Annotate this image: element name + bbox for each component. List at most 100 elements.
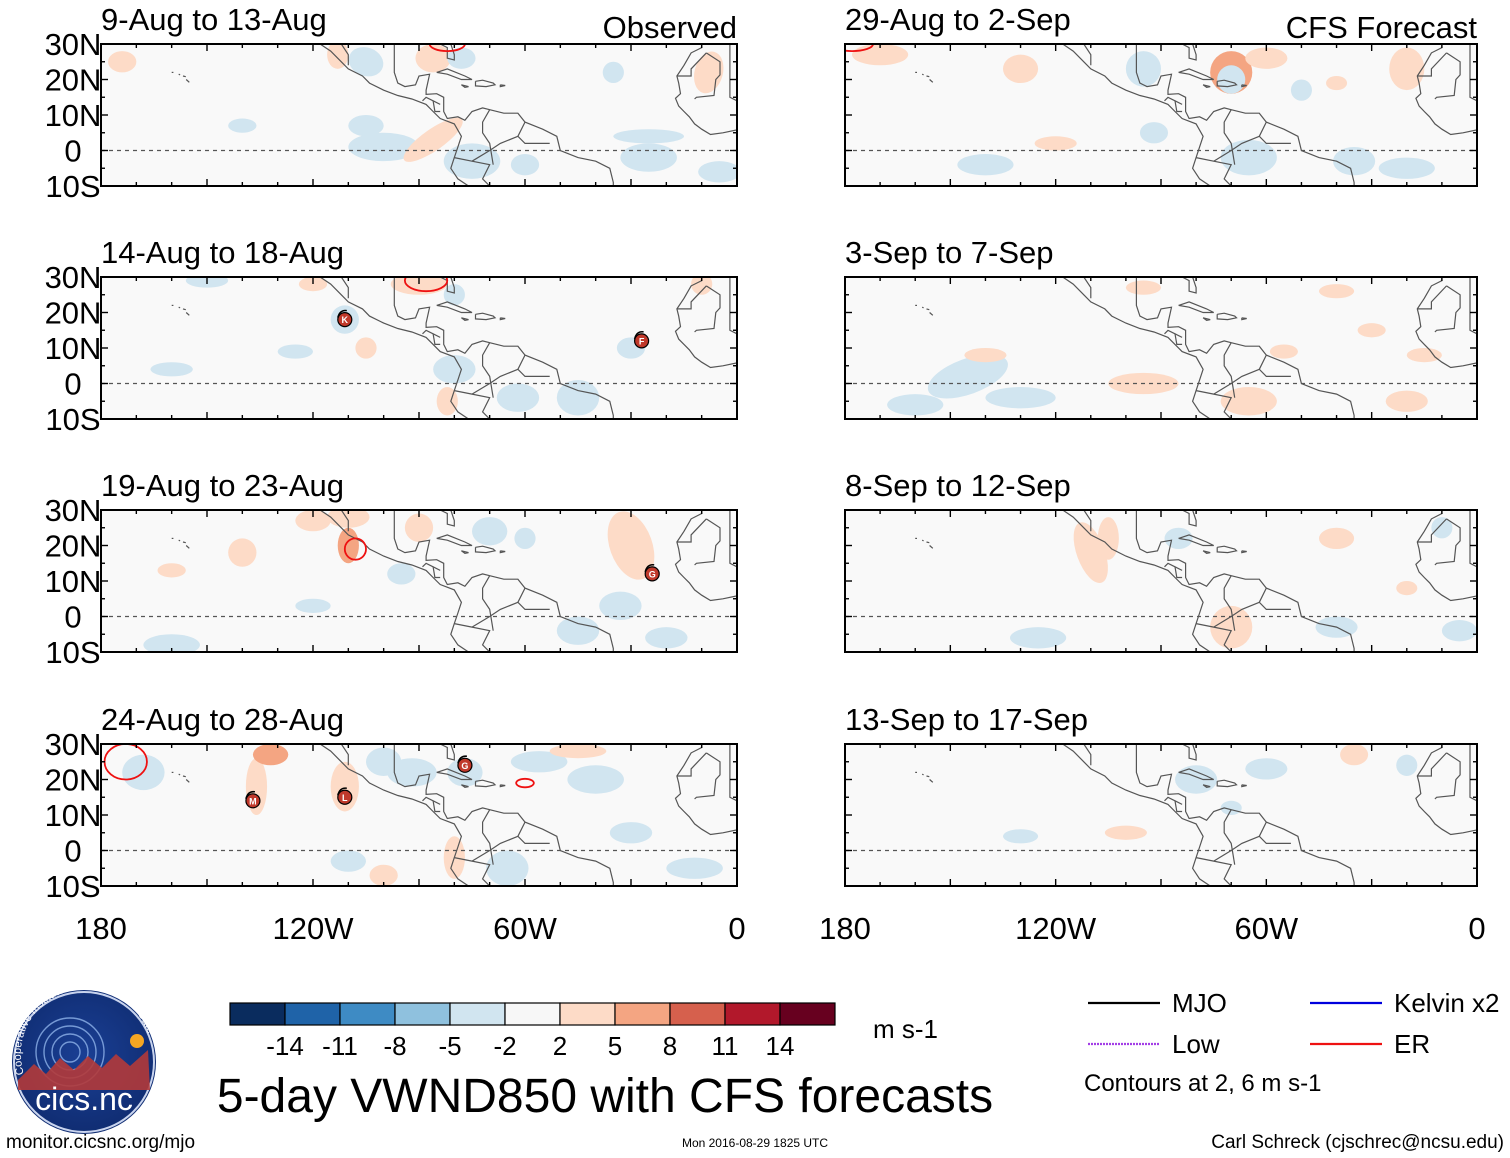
- colorbar-tick-label: 5: [608, 1031, 622, 1061]
- coastline: [694, 518, 721, 566]
- coastline: [1164, 96, 1183, 105]
- anomaly-cell: [298, 277, 328, 292]
- legend-item: Low: [1088, 1029, 1220, 1059]
- anomaly-cell: [1245, 47, 1288, 69]
- anomaly-cell: [348, 132, 419, 162]
- coastline: [454, 390, 491, 419]
- coastline: [1469, 510, 1477, 568]
- anomaly-cell: [1396, 581, 1418, 596]
- coastline: [926, 308, 930, 311]
- anomaly-cell: [666, 857, 723, 879]
- svg-text:K: K: [342, 315, 349, 325]
- y-tick-label: 10S: [45, 169, 100, 204]
- colorbar-swatch: [339, 1002, 396, 1026]
- colorbar-swatch: [669, 1002, 726, 1026]
- svg-text:G: G: [649, 569, 656, 579]
- coastline: [674, 510, 737, 602]
- legend-label: ER: [1394, 1029, 1430, 1059]
- anomaly-cell: [337, 527, 359, 564]
- colorbar-units: m s-1: [873, 1014, 938, 1044]
- anomaly-cell: [369, 864, 398, 886]
- source-url: monitor.cicsnc.org/mjo: [6, 1132, 195, 1153]
- coastline: [1241, 317, 1247, 321]
- coastline: [499, 317, 506, 321]
- coastline: [1083, 744, 1092, 766]
- coastline: [1434, 752, 1461, 800]
- legend-item: Kelvin x2: [1310, 988, 1500, 1018]
- coastline: [185, 779, 190, 783]
- legend-item: MJO: [1088, 988, 1227, 1018]
- anomaly-cell: [327, 44, 349, 69]
- coastline: [499, 84, 506, 88]
- coastline: [1216, 312, 1238, 321]
- anomaly-cell: [1210, 605, 1253, 649]
- observed-header: Observed: [603, 10, 737, 45]
- anomaly-cell: [1245, 758, 1288, 780]
- coastline: [1213, 135, 1260, 162]
- coastline: [393, 510, 614, 652]
- anomaly-cell: [957, 154, 1014, 176]
- y-tick-label: 10S: [45, 869, 100, 904]
- coastline: [1195, 390, 1233, 419]
- y-tick-label: 20N: [45, 763, 102, 798]
- colorbar-swatch: [284, 1002, 341, 1026]
- coastline: [340, 277, 349, 299]
- contour-note: Contours at 2, 6 m s-1: [1084, 1070, 1321, 1097]
- anomaly-cell: [607, 511, 655, 580]
- column-headers: Observed CFS Forecast: [603, 10, 1478, 45]
- coastline: [1195, 623, 1233, 652]
- anomaly-cell: [691, 277, 713, 295]
- coastline: [729, 277, 737, 335]
- coastline: [393, 44, 614, 186]
- anomaly-cell: [1003, 54, 1039, 84]
- legend-item: ER: [1310, 1029, 1430, 1059]
- coastline: [929, 79, 934, 83]
- coastline: [1135, 277, 1355, 419]
- coastline: [432, 333, 441, 345]
- y-tick-label: 20N: [45, 63, 102, 98]
- mountain-icon: [18, 1050, 150, 1090]
- coastline: [929, 312, 934, 316]
- coastline: [432, 800, 441, 813]
- anomaly-cell: [1431, 517, 1453, 539]
- coastline: [1258, 354, 1291, 377]
- anomaly-cell: [620, 143, 677, 172]
- coastline: [921, 73, 924, 76]
- er-contour: [403, 277, 449, 293]
- anomaly-cell: [277, 344, 314, 359]
- coastline: [1178, 68, 1214, 81]
- sun-icon: [130, 1034, 144, 1048]
- coastline: [419, 277, 455, 294]
- coastline: [499, 550, 506, 554]
- colorbar-tick-label: -14: [266, 1031, 304, 1061]
- coastline: [921, 773, 924, 776]
- figure-title: 5-day VWND850 with CFS forecasts: [217, 1070, 993, 1123]
- anomaly-cell: [1125, 51, 1161, 87]
- coastline: [1415, 510, 1477, 602]
- coastline: [729, 44, 737, 102]
- legend: MJO Kelvin x2 Low ER: [1088, 988, 1500, 1059]
- colorbar-swatch: [724, 1002, 781, 1026]
- coastline: [422, 329, 441, 338]
- coastline: [1434, 285, 1461, 333]
- anomaly-cell: [1217, 65, 1246, 94]
- panel-date-label: 8-Sep to 12-Sep: [845, 468, 1071, 503]
- anomaly-cell: [1139, 122, 1169, 144]
- coastline: [929, 779, 934, 783]
- anomaly-cell: [327, 510, 370, 528]
- coastline: [340, 44, 349, 66]
- coastline: [182, 541, 186, 544]
- coastline: [1161, 277, 1197, 294]
- coastline: [340, 744, 349, 766]
- svg-text:L: L: [342, 793, 348, 803]
- coastline: [1083, 277, 1092, 299]
- colorbar-tick-label: 11: [712, 1031, 739, 1061]
- coastline: [1417, 52, 1447, 77]
- coastline: [1241, 84, 1247, 88]
- tick-marks: [100, 509, 738, 653]
- coastline: [729, 510, 737, 568]
- y-tick-label: 20N: [45, 296, 102, 331]
- svg-text:F: F: [639, 336, 645, 346]
- anomaly-cell: [1125, 280, 1161, 295]
- anomaly-cell: [1333, 146, 1376, 176]
